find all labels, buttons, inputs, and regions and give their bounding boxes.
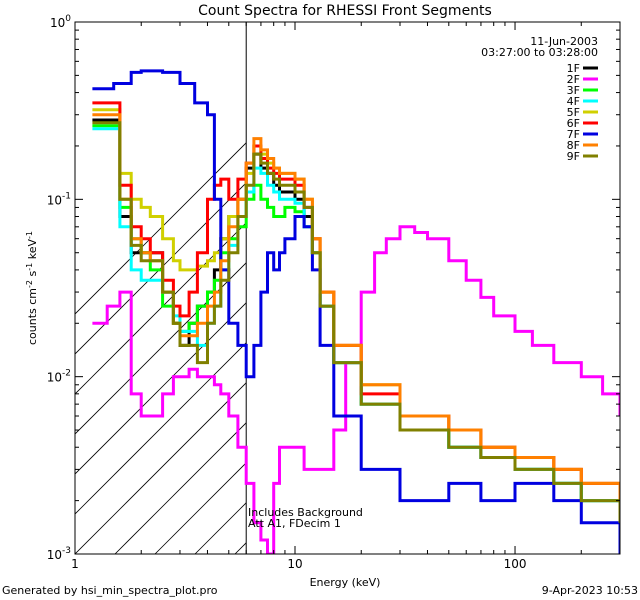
x-tick-label: 10 <box>287 557 302 571</box>
y-tick-label: 10-2 <box>47 369 71 385</box>
hatch-line <box>635 22 640 554</box>
legend-label-3F: 3F <box>567 84 580 97</box>
legend-label-4F: 4F <box>567 95 580 108</box>
y-tick-label: 100 <box>50 14 71 30</box>
y-axis-label-unit-kev: keV <box>26 239 39 263</box>
legend-label-9F: 9F <box>567 150 580 163</box>
hatch-line <box>395 22 640 554</box>
y-axis-label-exp-2: -1 <box>25 263 34 271</box>
hatch-line <box>75 182 247 355</box>
observation-time-range: 03:27:00 to 03:28:00 <box>481 46 598 59</box>
y-axis-label-unit-s: s <box>26 270 39 279</box>
legend-label-7F: 7F <box>567 128 580 141</box>
legend-label-2F: 2F <box>567 73 580 86</box>
series-1F <box>92 118 620 523</box>
axis-ticks: 1 10 100 100 10-1 10-2 10-3 <box>47 14 621 571</box>
series-7F <box>92 69 620 554</box>
y-tick-label: 10-3 <box>47 546 71 562</box>
hatch-line <box>475 22 640 554</box>
observation-date: 11-Jun-2003 <box>530 35 598 48</box>
y-axis-label-text: counts cm <box>26 288 39 345</box>
hatch-line <box>595 22 640 554</box>
series-3F <box>92 124 620 523</box>
y-tick-label: 10-1 <box>47 191 71 207</box>
y-axis-label-exp-1: -2 <box>25 280 34 288</box>
hatch-line <box>75 302 247 475</box>
x-axis-label: Energy (keV) <box>310 576 381 589</box>
hatch-line <box>154 462 247 554</box>
attenuator-note: Att A1, FDecim 1 <box>248 517 341 530</box>
hatch-line <box>75 342 247 515</box>
hatch-line <box>435 22 640 554</box>
background-note: Includes Background <box>248 506 363 519</box>
legend-label-8F: 8F <box>567 139 580 152</box>
generated-by: Generated by hsi_min_spectra_plot.pro <box>2 584 218 597</box>
y-axis-label: counts cm-2 s-1 keV-1 <box>25 231 39 345</box>
x-tick-label: 1 <box>71 557 79 571</box>
hatch-line <box>75 262 247 435</box>
legend-label-6F: 6F <box>567 117 580 130</box>
hatch-line <box>114 422 247 554</box>
timestamp: 9-Apr-2023 10:53 <box>542 584 638 597</box>
hatch-line <box>75 222 247 395</box>
hatch-line <box>75 382 247 554</box>
hatch-line <box>75 142 247 315</box>
series-9F <box>92 121 620 523</box>
series-8F <box>92 113 620 501</box>
series-6F <box>92 101 620 501</box>
legend-label-1F: 1F <box>567 62 580 75</box>
chart-title: Count Spectra for RHESSI Front Segments <box>198 3 492 19</box>
legend-label-5F: 5F <box>567 106 580 119</box>
y-axis-label-exp-3: -1 <box>25 231 34 239</box>
plot-frame <box>74 21 621 555</box>
x-tick-label: 100 <box>504 557 527 571</box>
svg-text:counts cm-2 s-1 keV-1: counts cm-2 s-1 keV-1 <box>25 231 39 345</box>
series-2F <box>92 225 620 554</box>
series-layer <box>92 69 620 554</box>
series-4F <box>92 127 620 523</box>
